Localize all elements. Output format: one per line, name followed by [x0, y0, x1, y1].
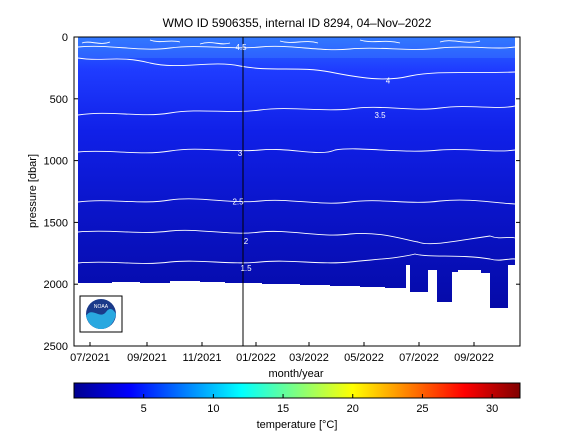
isotherm-2: [77, 229, 516, 245]
isotherm-4.5: [77, 45, 516, 51]
temperature-field: [78, 37, 515, 308]
plot-area: NOAA: [74, 37, 520, 346]
x-tick-label: 01/2022: [236, 352, 276, 364]
colorbar-tick-label: 15: [277, 403, 289, 415]
x-tick-label: 11/2021: [183, 352, 222, 364]
colorbar-axis: 5 10 15 20 25 30: [141, 394, 498, 415]
y-tick-label: 500: [50, 94, 68, 106]
contour-label: 2.5: [232, 197, 244, 206]
contour-label: 4: [386, 76, 391, 85]
x-axis-label: month/year: [268, 368, 323, 380]
y-axis-label: pressure [dbar]: [27, 154, 39, 228]
y-tick-label: 1000: [44, 156, 68, 168]
contour-label: 4.5: [235, 43, 247, 52]
isotherm-1.5: [77, 253, 516, 264]
x-tick-label: 09/2022: [454, 352, 494, 364]
chart-title: WMO ID 5906355, internal ID 8294, 04–Nov…: [163, 16, 432, 30]
contour-label: 1.5: [240, 264, 252, 273]
colorbar-tick-label: 5: [141, 403, 147, 415]
colorbar: [73, 382, 521, 399]
x-tick-label: 09/2021: [127, 352, 167, 364]
y-tick-label: 2500: [44, 341, 68, 353]
contour-label: 3.5: [374, 111, 386, 120]
x-tick-label: 05/2022: [344, 352, 384, 364]
x-tick-label: 07/2022: [399, 352, 439, 364]
y-tick-label: 2000: [44, 279, 68, 291]
plot-frame: [73, 36, 521, 347]
isotherms: [77, 39, 516, 264]
isotherm-3.5: [77, 105, 516, 116]
x-tick-label: 03/2022: [289, 352, 329, 364]
contour-label: 2: [244, 237, 249, 246]
y-axis: 0 500 1000 1500 2000 2500: [44, 32, 520, 353]
colorbar-label: temperature [°C]: [257, 419, 338, 431]
colorbar-tick-label: 30: [486, 403, 498, 415]
noaa-logo: NOAA: [79, 295, 123, 333]
colorbar-tick-label: 10: [207, 403, 219, 415]
svg-text:NOAA: NOAA: [94, 304, 109, 310]
isotherm-2.5: [77, 198, 516, 205]
x-tick-label: 07/2021: [70, 352, 110, 364]
contour-labels: 1.5 2 2.5 3 3.5 4 4.5: [232, 43, 390, 273]
isotherm-3: [77, 148, 516, 154]
y-tick-label: 1500: [44, 217, 68, 229]
isotherm-4: [77, 57, 516, 80]
colorbar-tick-label: 25: [416, 403, 428, 415]
contour-label: 3: [238, 149, 243, 158]
y-tick-label: 0: [62, 32, 68, 44]
x-axis: 07/2021 09/2021 11/2021 01/2022 03/2022 05/20…: [70, 342, 494, 364]
colorbar-tick-label: 20: [347, 403, 359, 415]
